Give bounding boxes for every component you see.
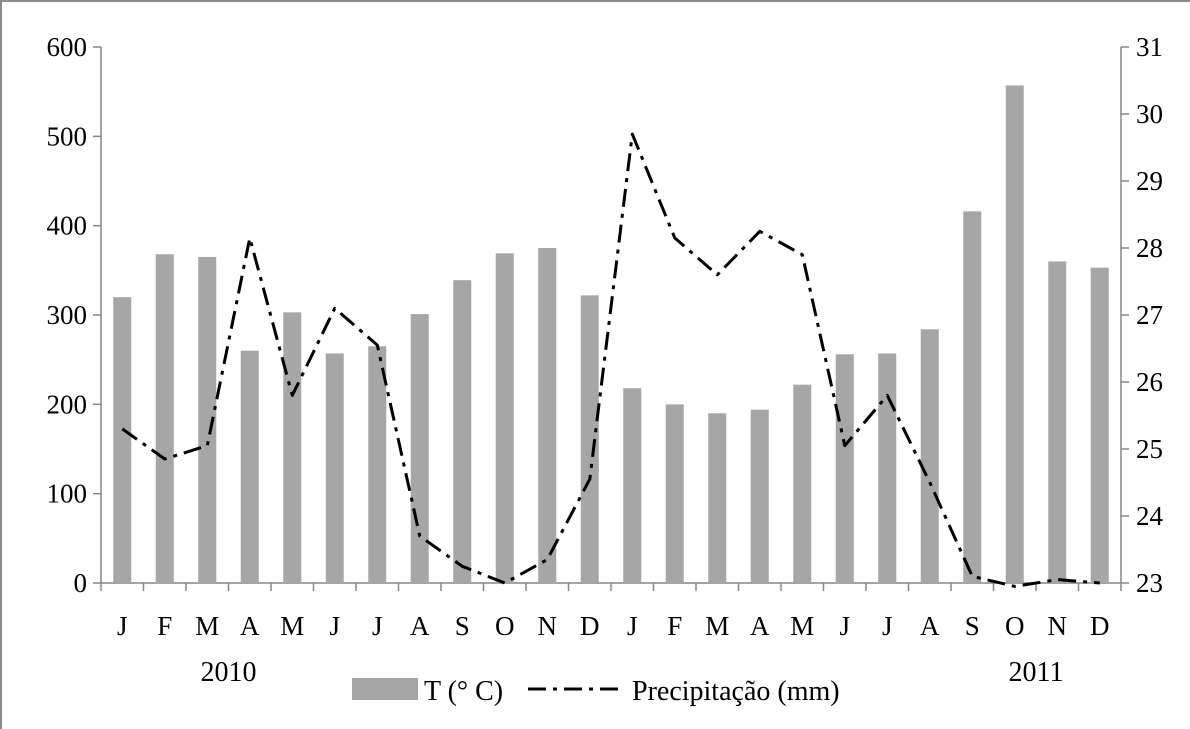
right-axis-tick-label: 25 <box>1136 434 1163 464</box>
right-axis-tick-label: 29 <box>1136 166 1163 196</box>
x-axis-tick-label: O <box>1005 611 1025 641</box>
x-axis-tick-label: J <box>372 611 383 641</box>
precipitation-line <box>121 132 1100 588</box>
legend-label-line: Precipitação (mm) <box>632 676 840 707</box>
bar <box>368 346 387 583</box>
right-axis-tick-label: 26 <box>1136 367 1163 397</box>
right-axis-tick-label: 23 <box>1136 568 1163 598</box>
bar <box>878 353 897 583</box>
bar <box>920 329 939 583</box>
x-axis-tick-label: J <box>882 611 893 641</box>
bar <box>538 248 557 583</box>
x-axis-tick-label: M <box>280 611 304 641</box>
bar <box>665 404 684 583</box>
left-axis-tick-label: 200 <box>47 389 88 419</box>
left-axis-tick-label: 500 <box>47 121 88 151</box>
left-axis-tick-label: 300 <box>47 300 88 330</box>
axes <box>93 46 1129 591</box>
x-axis-tick-label: N <box>1048 611 1068 641</box>
x-axis-tick-label: M <box>195 611 219 641</box>
x-axis-tick-label: O <box>495 611 515 641</box>
x-axis-tick-label: A <box>240 611 260 641</box>
line-series <box>121 132 1100 588</box>
bar <box>113 297 132 583</box>
x-axis-tick-label: J <box>627 611 638 641</box>
x-axis-tick-label: D <box>580 611 600 641</box>
right-axis-tick-label: 24 <box>1136 501 1164 531</box>
bar <box>708 413 727 583</box>
bar <box>155 254 174 583</box>
x-axis-tick-label: F <box>667 611 682 641</box>
x-axis-tick-label: D <box>1090 611 1110 641</box>
bar <box>793 384 812 583</box>
legend-label-bar: T (° C) <box>424 676 503 707</box>
right-axis-tick-label: 30 <box>1136 99 1163 129</box>
right-axis-tick-label: 31 <box>1136 32 1163 62</box>
x-axis-tick-label: J <box>329 611 340 641</box>
x-axis-tick-label: S <box>965 611 980 641</box>
legend: T (° C) Precipitação (mm) <box>352 676 840 707</box>
right-axis-tick-label: 28 <box>1136 233 1163 263</box>
bar <box>835 354 854 583</box>
x-axis-tick-label: F <box>157 611 172 641</box>
x-axis-tick-label: A <box>750 611 770 641</box>
bar <box>750 409 769 583</box>
bar <box>495 253 514 584</box>
left-axis-tick-label: 400 <box>47 211 88 241</box>
bar <box>198 256 217 583</box>
x-axis-tick-label: J <box>117 611 128 641</box>
legend-swatch-bar <box>352 678 418 700</box>
left-axis-tick-label: 100 <box>47 479 88 509</box>
bar <box>325 353 344 583</box>
x-axis-tick-label: N <box>538 611 558 641</box>
bar <box>623 388 642 583</box>
year-label: 2010 <box>201 657 257 688</box>
left-axis-tick-label: 600 <box>47 32 88 62</box>
year-label: 2011 <box>1009 657 1064 688</box>
x-axis-tick-label: J <box>839 611 850 641</box>
x-axis-tick-label: A <box>410 611 430 641</box>
right-axis-tick-label: 27 <box>1136 300 1163 330</box>
bar <box>410 314 429 583</box>
bar <box>1005 85 1024 583</box>
bar <box>580 295 599 583</box>
bar-series <box>113 85 1109 584</box>
bar <box>1090 267 1109 583</box>
left-axis-tick-label: 0 <box>74 568 88 598</box>
x-axis-tick-label: S <box>455 611 470 641</box>
bar <box>963 211 982 583</box>
bar <box>283 312 302 583</box>
bar <box>240 350 259 583</box>
bar <box>1048 261 1067 583</box>
bar <box>453 280 472 583</box>
x-axis-tick-label: M <box>705 611 729 641</box>
x-axis-tick-label: M <box>790 611 814 641</box>
x-axis-tick-label: A <box>920 611 940 641</box>
